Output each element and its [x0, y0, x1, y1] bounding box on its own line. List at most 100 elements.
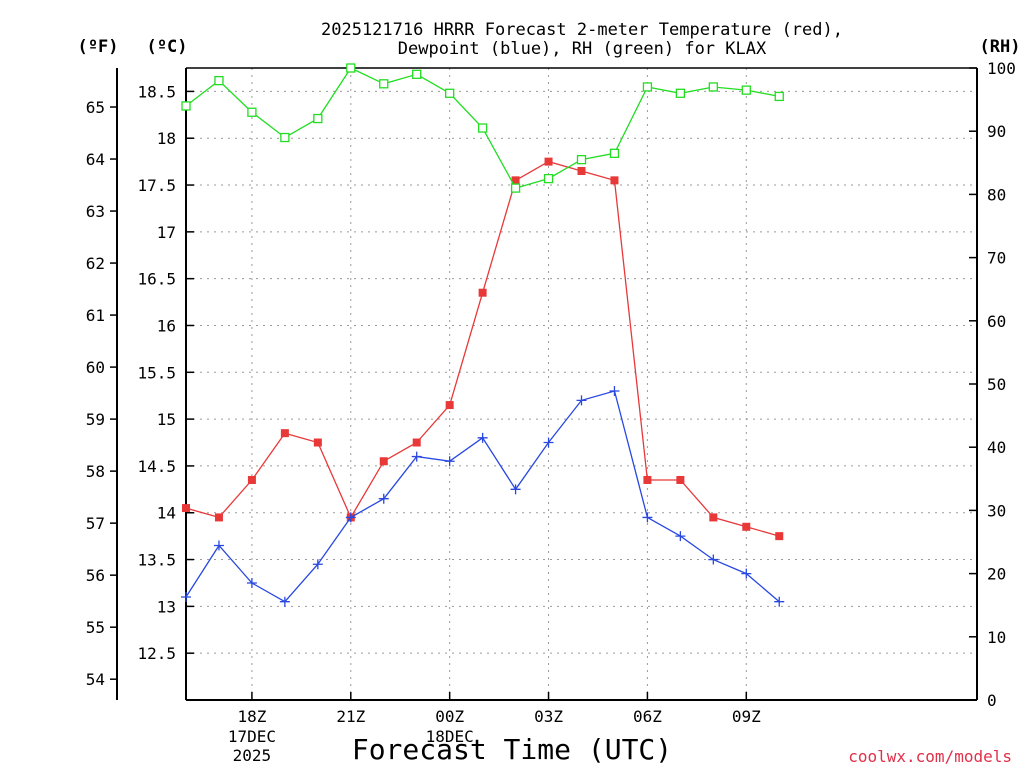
fahrenheit-tick-label: 65 [86, 98, 105, 117]
celsius-tick-label: 14.5 [137, 457, 176, 476]
rh-unit-label: (RH) [980, 37, 1021, 57]
dewpoint-point [345, 512, 356, 523]
x-tick-label: 00Z [435, 707, 464, 726]
dewpoint-point [609, 386, 620, 397]
fahrenheit-tick-label: 61 [86, 306, 105, 325]
chart-title-line2: Dewpoint (blue), RH (green) for KLAX [398, 39, 767, 59]
celsius-tick-label: 16.5 [137, 270, 176, 289]
axes-layer [110, 67, 978, 701]
temperature-point [247, 475, 256, 484]
temperature-point [445, 401, 454, 410]
x-axis-title: Forecast Time (UTC) [352, 733, 672, 766]
dewpoint-point [477, 432, 488, 443]
dewpoint-point [741, 568, 752, 579]
dewpoint-point [774, 596, 785, 607]
temperature-series-line [185, 160, 780, 537]
celsius-tick-label: 16 [157, 316, 176, 335]
fahrenheit-tick-label: 58 [86, 462, 105, 481]
rh-tick-label: 20 [987, 565, 1006, 584]
dewpoint-point [378, 493, 389, 504]
rh-tick-label: 70 [987, 249, 1006, 268]
rh-tick-label: 100 [987, 59, 1016, 78]
dewpoint-point [312, 559, 323, 570]
fahrenheit-tick-label: 63 [86, 202, 105, 221]
temperature-point [544, 157, 553, 166]
celsius-tick-label: 17.5 [137, 176, 176, 195]
celsius-tick-label: 15.5 [137, 363, 176, 382]
celsius-tick-label: 18.5 [137, 82, 176, 101]
rh-point [477, 123, 488, 133]
dewpoint-series-line [185, 390, 780, 603]
temperature-point [412, 438, 421, 447]
temperature-point [775, 532, 784, 541]
rh-point [313, 113, 323, 124]
x-tick-date-label: 17DEC [228, 727, 276, 746]
temperature-point [182, 504, 190, 513]
rh-point [543, 173, 554, 184]
fahrenheit-tick-label: 54 [86, 670, 105, 689]
celsius-tick-label: 13 [157, 597, 176, 616]
dewpoint-point [708, 554, 719, 565]
temperature-point [676, 475, 685, 484]
celsius-tick-label: 18 [157, 129, 176, 148]
rh-tick-label: 50 [987, 375, 1006, 394]
rh-point [576, 154, 587, 165]
dewpoint-point [543, 437, 554, 448]
fahrenheit-tick-label: 64 [86, 150, 105, 169]
x-tick-label: 06Z [633, 707, 662, 726]
rh-point [741, 85, 751, 95]
rh-tick-label: 30 [987, 501, 1006, 520]
series-layer [181, 63, 785, 607]
dewpoint-point [411, 451, 422, 462]
x-tick-label: 18Z [237, 707, 266, 726]
dewpoint-point [444, 456, 455, 467]
celsius-tick-label: 17 [157, 223, 176, 242]
rh-tick-label: 10 [987, 628, 1006, 647]
chart-title-line1: 2025121716 HRRR Forecast 2-meter Tempera… [321, 20, 843, 40]
rh-point [675, 88, 686, 98]
temperature-point [511, 176, 520, 185]
rh-point [181, 101, 191, 111]
temperature-point [709, 513, 718, 522]
fahrenheit-tick-label: 55 [86, 618, 105, 637]
x-tick-year-label: 2025 [233, 746, 272, 765]
rh-point [247, 107, 257, 117]
fahrenheit-tick-label: 62 [86, 254, 105, 273]
temperature-point [214, 513, 223, 522]
dewpoint-point [576, 395, 587, 406]
x-tick-label: 09Z [732, 707, 761, 726]
celsius-tick-label: 12.5 [137, 644, 176, 663]
fahrenheit-unit-label: (ºF) [78, 37, 119, 57]
dewpoint-point [181, 592, 191, 603]
dewpoint-point [675, 531, 686, 542]
dewpoint-point [510, 484, 521, 495]
x-tick-date-label: 18DEC [426, 727, 474, 746]
celsius-tick-label: 14 [157, 504, 176, 523]
rh-tick-label: 90 [987, 122, 1006, 141]
rh-tick-label: 40 [987, 438, 1006, 457]
temperature-point [313, 438, 322, 447]
rh-tick-label: 60 [987, 312, 1006, 331]
rh-point [412, 69, 422, 79]
grid-layer [186, 68, 977, 700]
rh-point [642, 82, 653, 92]
temperature-point [610, 176, 619, 185]
fahrenheit-tick-label: 56 [86, 566, 105, 585]
temperature-point [643, 475, 652, 484]
credit-text: coolwx.com/models [848, 747, 1012, 766]
rh-tick-label: 0 [987, 691, 997, 710]
rh-tick-label: 80 [987, 185, 1006, 204]
fahrenheit-tick-label: 57 [86, 514, 105, 533]
rh-point [510, 183, 521, 193]
temperature-point [280, 429, 289, 438]
rh-point [708, 82, 718, 92]
temperature-point [379, 457, 388, 466]
rh-point [774, 91, 784, 102]
rh-point [445, 88, 455, 98]
rh-point [346, 63, 356, 73]
dewpoint-point [279, 596, 290, 607]
x-tick-label: 21Z [336, 707, 365, 726]
celsius-tick-label: 15 [157, 410, 176, 429]
celsius-unit-label: (ºC) [147, 37, 188, 57]
